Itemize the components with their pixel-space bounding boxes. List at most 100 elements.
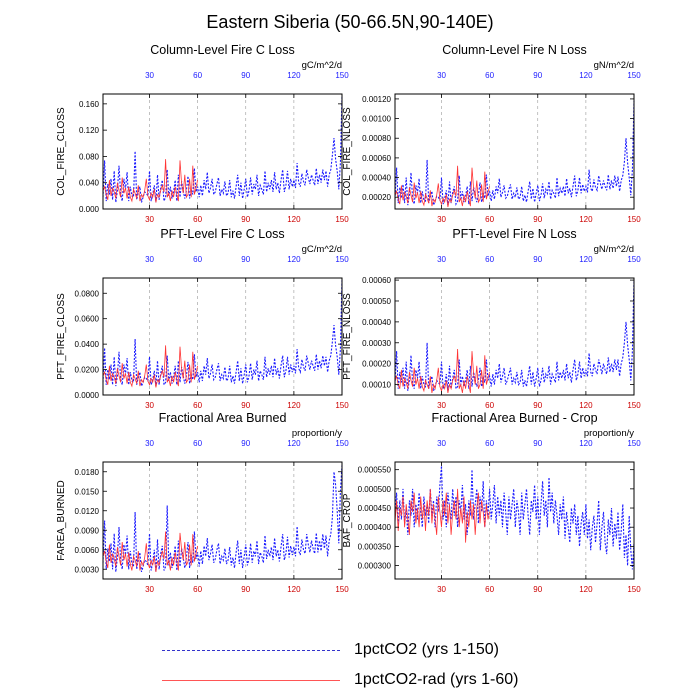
x-tick-label-top: 30 (145, 255, 154, 264)
y-tick-label: 0.0200 (75, 366, 100, 375)
x-tick-label-bottom: 90 (533, 215, 542, 224)
units-label: proportion/y (292, 428, 342, 439)
y-tick-label: 0.000550 (358, 466, 392, 475)
x-tick-label-bottom: 90 (241, 215, 250, 224)
x-tick-label-top: 150 (335, 439, 349, 448)
y-tick-label: 0.000400 (358, 523, 392, 532)
x-tick-label-bottom: 60 (485, 215, 494, 224)
y-axis-label: PFT_FIRE_NLOSS (342, 293, 353, 380)
x-tick-label-bottom: 60 (193, 215, 202, 224)
x-tick-label-bottom: 30 (145, 401, 154, 410)
x-tick-label-top: 120 (579, 439, 593, 448)
y-tick-label: 0.00100 (362, 115, 391, 124)
x-tick-label-bottom: 60 (193, 585, 202, 594)
y-tick-label: 0.00020 (362, 360, 391, 369)
y-axis-label: PFT_FIRE_CLOSS (56, 293, 67, 380)
y-tick-label: 0.00080 (362, 134, 391, 143)
y-tick-label: 0.0000 (75, 391, 100, 400)
y-tick-label: 0.0060 (75, 546, 100, 555)
x-tick-label-bottom: 120 (287, 585, 301, 594)
series-line-1pctco2 (394, 100, 635, 206)
series-line-1pctco2 (102, 279, 343, 389)
y-axis-label: COL_FIRE_CLOSS (56, 107, 67, 196)
units-label: gC/m^2/d (302, 60, 342, 71)
series-line-1pctco2-rad (102, 345, 198, 388)
y-tick-label: 0.00030 (362, 339, 391, 348)
x-tick-label-bottom: 150 (627, 585, 641, 594)
y-tick-label: 0.0090 (75, 526, 100, 535)
x-tick-label-bottom: 30 (437, 401, 446, 410)
x-tick-label-top: 150 (627, 71, 641, 80)
x-tick-label-bottom: 120 (287, 401, 301, 410)
series-line-1pctco2 (394, 465, 635, 570)
x-tick-label-top: 90 (533, 71, 542, 80)
x-tick-label-bottom: 60 (485, 401, 494, 410)
x-tick-label-top: 150 (627, 439, 641, 448)
x-tick-label-bottom: 150 (627, 215, 641, 224)
y-tick-label: 0.0030 (75, 565, 100, 574)
x-tick-label-top: 90 (241, 439, 250, 448)
y-tick-label: 0.00040 (362, 174, 391, 183)
y-tick-label: 0.00020 (362, 193, 391, 202)
x-tick-label-bottom: 120 (287, 215, 301, 224)
chart-panel-4: 30 30 60 60 90 90 120 120 150 150 0.0030 0.0060 0.00… (56, 411, 349, 594)
x-tick-label-bottom: 90 (533, 401, 542, 410)
series-line-1pctco2-rad (394, 488, 490, 543)
chart-panel-0: 30 30 60 60 90 90 120 120 150 150 0.000 0.040 0.080 0… (56, 43, 349, 224)
y-tick-label: 0.0150 (75, 487, 100, 496)
y-tick-label: 0.0120 (75, 507, 100, 516)
series-line-1pctco2-rad (394, 348, 490, 393)
panel-title: PFT-Level Fire N Loss (452, 227, 576, 241)
x-tick-label-bottom: 30 (437, 585, 446, 594)
x-tick-label-top: 90 (241, 255, 250, 264)
y-tick-label: 0.00060 (362, 276, 391, 285)
x-tick-label-top: 30 (145, 71, 154, 80)
y-axis-label: FAREA_BURNED (56, 480, 67, 561)
x-tick-label-top: 90 (533, 439, 542, 448)
series-line-1pctco2-rad (394, 165, 490, 208)
x-tick-label-top: 60 (485, 71, 494, 80)
x-tick-label-top: 30 (437, 439, 446, 448)
x-tick-label-bottom: 60 (485, 585, 494, 594)
y-tick-label: 0.00060 (362, 154, 391, 163)
plot-frame (394, 461, 635, 580)
series-line-1pctco2 (102, 465, 343, 573)
y-tick-label: 0.000 (79, 205, 100, 214)
y-tick-label: 0.00010 (362, 381, 391, 390)
panel-title: PFT-Level Fire C Loss (160, 227, 284, 241)
x-tick-label-top: 120 (579, 71, 593, 80)
y-tick-label: 0.00040 (362, 318, 391, 327)
y-tick-label: 0.0600 (75, 315, 100, 324)
plot-frame (102, 461, 343, 580)
units-label: gC/m^2/d (302, 244, 342, 255)
plot-frame (394, 277, 635, 396)
y-tick-label: 0.00050 (362, 297, 391, 306)
x-tick-label-bottom: 30 (437, 215, 446, 224)
x-tick-label-top: 60 (193, 71, 202, 80)
units-label: gN/m^2/d (594, 60, 634, 71)
x-tick-label-top: 30 (437, 255, 446, 264)
x-tick-label-top: 90 (241, 71, 250, 80)
x-tick-label-bottom: 60 (193, 401, 202, 410)
x-tick-label-top: 60 (485, 255, 494, 264)
x-tick-label-top: 60 (193, 255, 202, 264)
y-tick-label: 0.000500 (358, 485, 392, 494)
x-tick-label-top: 120 (287, 71, 301, 80)
x-tick-label-top: 120 (287, 255, 301, 264)
units-label: gN/m^2/d (594, 244, 634, 255)
panel-title: Column-Level Fire N Loss (442, 43, 587, 57)
plot-frame (394, 93, 635, 210)
y-tick-label: 0.0400 (75, 340, 100, 349)
series-line-1pctco2-rad (102, 159, 198, 203)
chart-panel-2: 30 30 60 60 90 90 120 120 150 150 0.0000 0.0200 0.04… (56, 227, 349, 410)
y-tick-label: 0.080 (79, 152, 100, 161)
panel-title: Column-Level Fire C Loss (150, 43, 295, 57)
x-tick-label-bottom: 150 (335, 215, 349, 224)
x-tick-label-top: 120 (287, 439, 301, 448)
x-tick-label-top: 60 (485, 439, 494, 448)
y-tick-label: 0.000450 (358, 504, 392, 513)
x-tick-label-bottom: 90 (241, 585, 250, 594)
chart-panel-5: 30 30 60 60 90 90 120 120 150 150 0.000300 0.000350… (342, 411, 641, 594)
plot-frame (102, 277, 343, 396)
x-tick-label-top: 150 (627, 255, 641, 264)
